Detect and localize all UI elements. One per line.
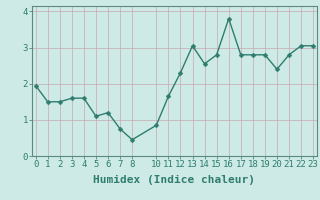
X-axis label: Humidex (Indice chaleur): Humidex (Indice chaleur)	[93, 175, 255, 185]
